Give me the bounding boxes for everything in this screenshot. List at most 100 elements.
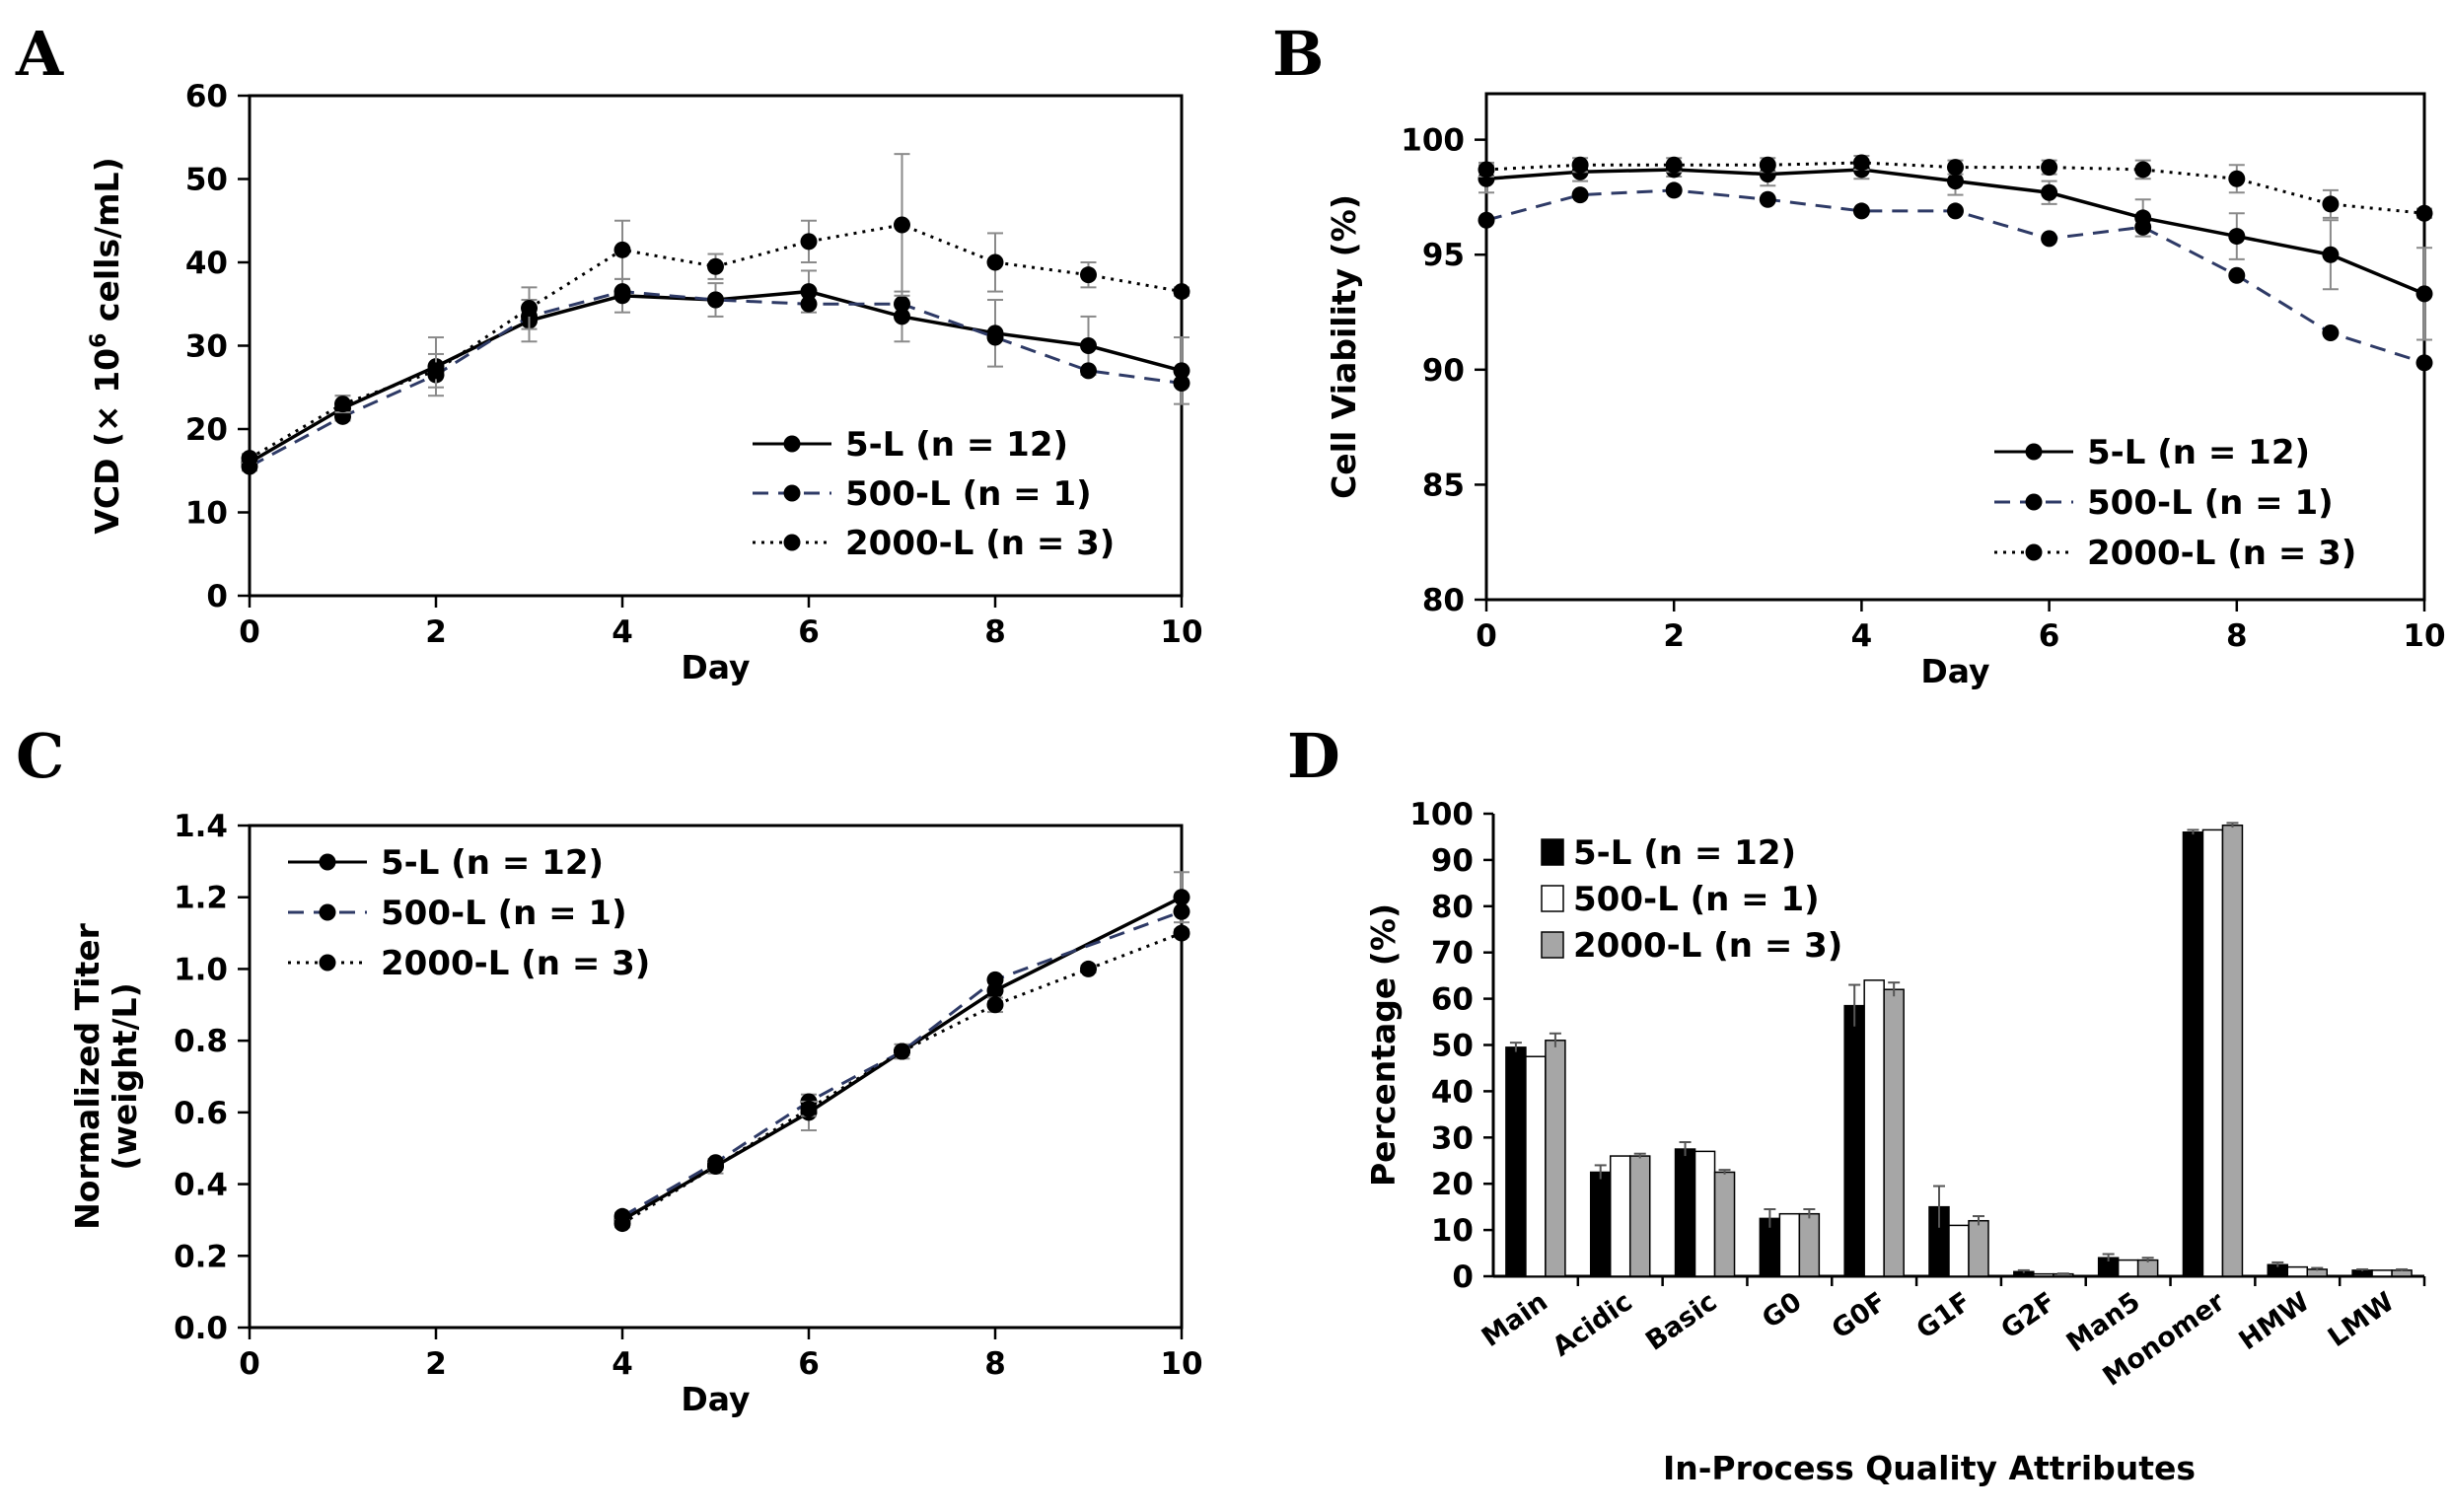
data-point <box>521 299 538 317</box>
data-point <box>1173 283 1190 301</box>
data-point <box>800 295 818 313</box>
y-tick-label: 80 <box>1431 890 1474 925</box>
data-point <box>2228 170 2246 187</box>
y-axis-label-superscript: 6 <box>87 333 111 348</box>
data-point <box>2415 285 2433 303</box>
legend-swatch <box>1541 838 1564 866</box>
chart-panel-b: 80 85 90 95 100 0 2 4 6 8 10 Day Cell Viability (%) 5… <box>1325 92 2446 690</box>
data-point <box>986 996 1004 1014</box>
bar <box>1778 1212 1801 1277</box>
legend-marker <box>2025 493 2043 511</box>
panel-letter-d: D <box>1287 720 1340 792</box>
y-tick-label: 30 <box>185 329 228 365</box>
y-tick-label: 50 <box>185 163 228 198</box>
x-tick-label: 6 <box>2039 618 2060 654</box>
plot-frame <box>248 94 1184 598</box>
data-point <box>2322 324 2340 342</box>
y-axis-label-suffix: cells/mL) <box>88 157 126 332</box>
data-point <box>986 253 1004 271</box>
legend-label: 500-L (n = 1) <box>1573 880 1820 919</box>
series-line <box>1485 161 2425 215</box>
data-point <box>800 1100 818 1117</box>
data-point <box>986 328 1004 346</box>
y-tick-label: 1.0 <box>174 952 228 987</box>
bar <box>1628 1155 1651 1277</box>
legend-label: 5-L (n = 12) <box>2087 433 2310 472</box>
x-tick-label: 10 <box>2403 618 2445 654</box>
data-point <box>2134 161 2152 179</box>
data-point <box>1173 375 1190 393</box>
legend-marker <box>319 853 336 871</box>
series-2 <box>1478 154 2433 222</box>
legend-label: 500-L (n = 1) <box>2087 483 2334 523</box>
series-0 <box>1478 159 2433 341</box>
y-axis-label: Cell Viability (%) <box>1325 194 1363 499</box>
x-tick-label: 10 <box>1160 614 1202 650</box>
data-point <box>1947 173 1964 190</box>
data-point <box>800 283 818 301</box>
data-point <box>1173 362 1190 380</box>
legend-marker <box>2025 543 2043 561</box>
legend-label: 500-L (n = 1) <box>381 894 627 933</box>
bar <box>2117 1259 2139 1277</box>
data-point <box>427 362 445 380</box>
x-tick-label: 6 <box>798 614 820 650</box>
x-tick-label: 4 <box>612 1346 633 1382</box>
legend-label: 5-L (n = 12) <box>1573 833 1796 873</box>
y-tick-label: 20 <box>1431 1167 1474 1202</box>
category-label: HMW <box>2234 1286 2316 1356</box>
chart-panel-c: 0.0 0.2 0.4 0.6 0.8 1.0 1.2 1.4 0 2 4 6 8 10 Day Normal… <box>68 809 1203 1418</box>
bar <box>1674 1148 1696 1277</box>
data-point <box>2134 218 2152 236</box>
x-tick-label: 2 <box>425 614 447 650</box>
legend-marker <box>783 534 801 551</box>
category-label: Main <box>1477 1286 1553 1353</box>
x-tick-label: 6 <box>798 1346 820 1382</box>
bar <box>1713 1171 1736 1277</box>
bar <box>1505 1046 1527 1277</box>
series-line <box>621 931 1183 1225</box>
category-label: G2F <box>1995 1286 2060 1344</box>
bar <box>2371 1269 2393 1277</box>
y-axis-label: Percentage (%) <box>1364 903 1403 1187</box>
data-point <box>1080 960 1097 977</box>
bar <box>1798 1212 1821 1277</box>
legend-label: 2000-L (n = 3) <box>2087 534 2356 573</box>
legend-label: 2000-L (n = 3) <box>381 944 650 983</box>
y-axis-label: VCD (× 106 cells/mL) <box>87 157 126 534</box>
data-point <box>1852 154 1870 172</box>
y-tick-label: 30 <box>1431 1120 1474 1156</box>
bar <box>1883 988 1905 1277</box>
category-label: G1F <box>1911 1286 1977 1344</box>
y-tick-label: 0.2 <box>174 1239 228 1274</box>
y-tick-label: 90 <box>1422 353 1465 389</box>
data-point <box>2415 204 2433 222</box>
data-point <box>1947 202 1964 220</box>
x-tick-label: 10 <box>1160 1346 1202 1382</box>
x-tick-label: 8 <box>984 614 1006 650</box>
x-axis-label: In-Process Quality Attributes <box>1663 1449 2196 1487</box>
legend-label: 5-L (n = 12) <box>845 425 1068 465</box>
bar <box>2182 831 2204 1277</box>
y-tick-label: 70 <box>1431 936 1474 972</box>
data-point <box>1665 181 1683 199</box>
legend-marker <box>319 903 336 921</box>
category-label: Acidic <box>1548 1286 1638 1362</box>
legend-label: 2000-L (n = 3) <box>845 524 1115 563</box>
y-tick-label: 50 <box>1431 1029 1474 1064</box>
data-point <box>2041 183 2058 201</box>
data-point <box>1173 924 1190 942</box>
data-point <box>1080 337 1097 354</box>
y-tick-label: 80 <box>1422 583 1465 618</box>
bar <box>1545 1040 1566 1277</box>
y-tick-label: 0.4 <box>174 1168 228 1203</box>
x-tick-label: 8 <box>984 1346 1006 1382</box>
data-point <box>707 257 724 275</box>
data-point <box>2228 228 2246 246</box>
panel-letter-c: C <box>16 720 64 792</box>
data-point <box>894 308 910 325</box>
legend-marker <box>319 954 336 972</box>
